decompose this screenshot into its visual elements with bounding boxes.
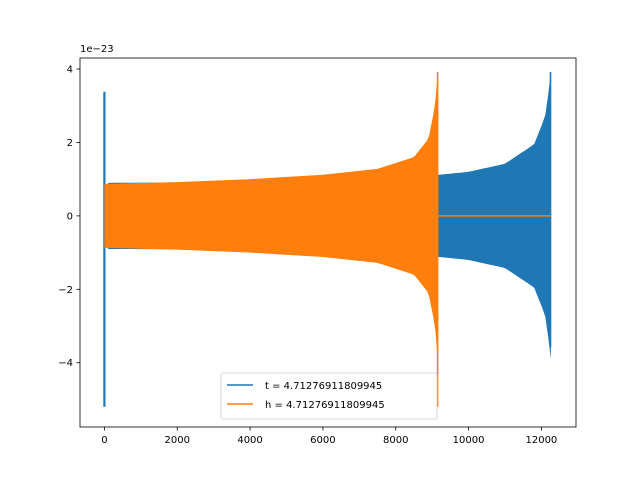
x-tick-label: 8000 [383,435,408,446]
plot-area [103,71,552,407]
legend: t = 4.71276911809945 h = 4.71276911809945 [220,372,438,420]
y-tick-label: −4 [58,358,73,369]
y-offset-label: 1e−23 [80,44,114,55]
axes-frame [79,57,577,428]
x-tick-label: 0 [101,435,107,446]
x-tick-label: 10000 [453,435,485,446]
y-tick-label: 0 [67,211,73,222]
legend-label: h = 4.71276911809945 [265,400,385,411]
y-tick-label: 4 [67,65,73,76]
x-tick-label: 12000 [525,435,557,446]
series-h-band [104,72,438,360]
y-tick-label: −2 [58,285,73,296]
legend-label: t = 4.71276911809945 [265,381,382,392]
x-tick-label: 2000 [165,435,190,446]
legend-box [220,372,438,420]
y-tick-label: 2 [67,138,73,149]
x-tick-label: 6000 [310,435,335,446]
axes: 0 2000 4000 6000 8000 10000 12000 −4 −2 0 2 4 [58,57,577,446]
x-tick-label: 4000 [237,435,262,446]
